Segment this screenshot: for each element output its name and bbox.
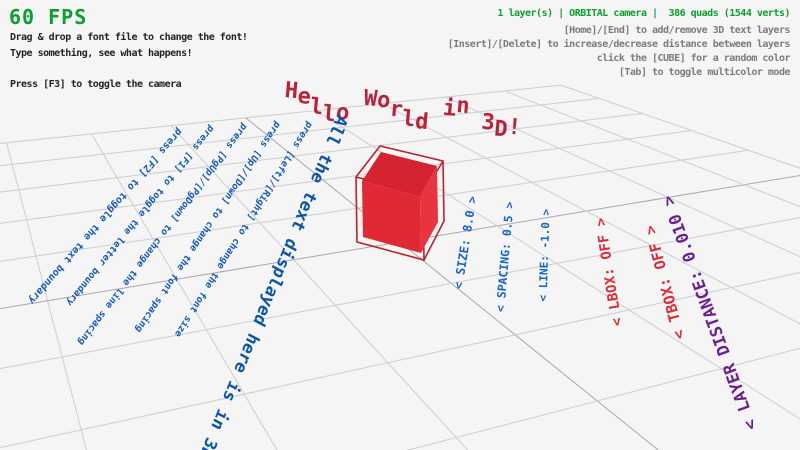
cube-face-top — [362, 152, 437, 197]
camera-toggle-hint: Press [F3] to toggle the camera — [10, 79, 182, 90]
type-hint: Type something, see what happens! — [10, 48, 193, 59]
cube-face-left — [362, 181, 421, 253]
layers-hint: [Home]/[End] to add/remove 3D text layer… — [563, 25, 791, 36]
drag-drop-hint: Drag & drop a font file to change the fo… — [10, 32, 248, 43]
cube-click-hint: click the [CUBE] for a random color — [596, 53, 791, 64]
multicolor-hint: [Tab] to toggle multicolor mode — [618, 67, 791, 78]
layer-distance-hint: [Insert]/[Delete] to increase/decrease d… — [447, 39, 791, 50]
cube-wireframe — [355, 145, 445, 261]
status-bar: 1 layer(s) | ORBITAL camera | 386 quads … — [497, 8, 790, 19]
fps-counter: 60 FPS — [9, 5, 88, 29]
cube-face-right — [420, 166, 438, 253]
